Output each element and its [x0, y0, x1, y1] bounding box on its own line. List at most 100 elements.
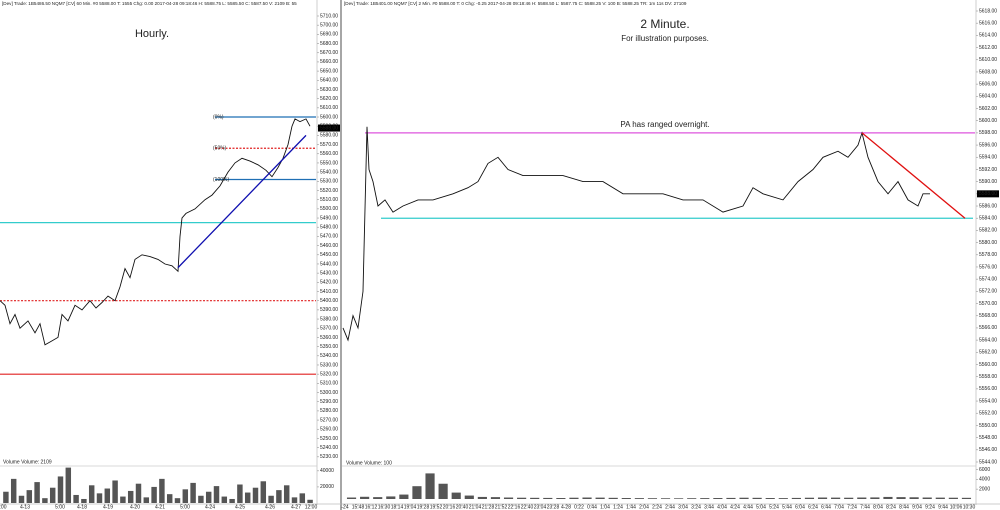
- y-tick-label: 5572.00: [979, 289, 997, 295]
- y-tick-label: 5618.00: [979, 8, 997, 14]
- trendline: [861, 132, 966, 219]
- y-tick-label: 5600.00: [979, 118, 997, 124]
- volume-bar: [190, 482, 196, 503]
- y-tick-label: 5650.00: [320, 68, 338, 74]
- volume-bar: [674, 498, 684, 499]
- x-tick-label: 4-24: [205, 504, 215, 510]
- volume-bar: [307, 499, 313, 503]
- volume-bar: [857, 497, 867, 499]
- y-tick-label: 5410.00: [320, 289, 338, 295]
- volume-bar: [276, 490, 282, 503]
- volume-bar: [726, 497, 736, 499]
- x-tick-label: 10:06: [950, 504, 963, 510]
- y-tick-label: 5400.00: [320, 298, 338, 304]
- volume-bar: [291, 497, 298, 503]
- y-tick-label: 5500.00: [320, 206, 338, 212]
- x-tick-label: 8:24: [886, 504, 896, 510]
- y-tick-label: 5540.00: [320, 169, 338, 175]
- volume-bar: [425, 473, 435, 499]
- volume-bar: [556, 498, 566, 499]
- x-tick-label: 5:24: [769, 504, 779, 510]
- x-tick-label: 19:04: [404, 504, 417, 510]
- y-tick-label: 5380.00: [320, 316, 338, 322]
- volume-bar: [166, 494, 173, 503]
- y-tick-label: 5592.00: [979, 167, 997, 173]
- volume-bar: [687, 498, 697, 499]
- volume-bar: [503, 497, 514, 499]
- chart-title: Hourly.: [135, 28, 169, 40]
- volume-bar: [543, 497, 553, 499]
- volume-bar: [81, 498, 87, 503]
- x-tick-label: 3:04: [678, 504, 688, 510]
- y-tick-label: 5610.00: [979, 57, 997, 63]
- y-tick-label: 5630.00: [320, 87, 338, 93]
- x-tick-label: 4:24: [730, 504, 740, 510]
- y-tick-label: 5576.00: [979, 264, 997, 270]
- chart-header: [Dev] Trade: 1B5401.00 NQM7 [CV] 2 Min. …: [344, 1, 687, 6]
- x-tick-label: 2:04: [639, 504, 649, 510]
- y-tick-label: 5450.00: [320, 252, 338, 258]
- y-tick-label: 5580.00: [320, 133, 338, 139]
- volume-bar: [831, 497, 841, 499]
- y-tick-label: 5690.00: [320, 32, 338, 38]
- x-tick-label: 4-13: [20, 504, 30, 510]
- x-tick-label: 21:04: [469, 504, 482, 510]
- volume-bar: [752, 497, 762, 499]
- volume-bar: [739, 497, 749, 499]
- y-tick-label: 5240.00: [320, 445, 338, 451]
- x-tick-label: 4:04: [717, 504, 727, 510]
- volume-bar: [582, 497, 592, 499]
- x-tick-label: 12:00: [305, 504, 318, 510]
- last-price-box: [977, 190, 999, 198]
- y-tick-label: 5370.00: [320, 326, 338, 332]
- y-tick-label: 5584.00: [979, 216, 997, 222]
- y-tick-label: 5250.00: [320, 436, 338, 442]
- x-tick-label: 1:44: [626, 504, 636, 510]
- volume-bar: [299, 493, 306, 503]
- x-tick-label: 6:44: [821, 504, 831, 510]
- y-tick-label: 5480.00: [320, 225, 338, 231]
- x-tick-label: 6:04: [795, 504, 805, 510]
- y-tick-label: 5260.00: [320, 427, 338, 433]
- y-tick-label: 5280.00: [320, 408, 338, 414]
- x-tick-label: 19:28: [417, 504, 430, 510]
- volume-bar: [844, 497, 854, 499]
- x-tick-label: 9:44: [938, 504, 948, 510]
- y-tick-label: 5578.00: [979, 252, 997, 258]
- y-tick-label: 5560.00: [320, 151, 338, 157]
- y-tick-label: 5460.00: [320, 243, 338, 249]
- volume-bar: [660, 498, 671, 499]
- volume-bar: [360, 496, 370, 499]
- x-tick-label: 9:04: [912, 504, 922, 510]
- volume-bar: [700, 498, 710, 499]
- y-tick-label: 5470.00: [320, 234, 338, 240]
- volume-bar: [18, 495, 25, 503]
- y-tick-label: 5568.00: [979, 313, 997, 319]
- volume-bar: [88, 485, 95, 503]
- y-tick-label: 5602.00: [979, 106, 997, 112]
- y-tick-label: 5600.00: [320, 114, 338, 120]
- trendline: [177, 134, 307, 269]
- y-tick-label: 5420.00: [320, 280, 338, 286]
- volume-bar: [73, 494, 79, 503]
- volume-bar: [26, 490, 33, 503]
- volume-bar: [135, 483, 142, 503]
- volume-bar: [174, 498, 181, 503]
- y-tick-label: 5270.00: [320, 417, 338, 423]
- volume-bar: [961, 497, 972, 499]
- y-tick-label: 5608.00: [979, 69, 997, 75]
- volume-bar: [530, 497, 540, 499]
- volume-bar: [159, 478, 165, 503]
- x-tick-label: 22:40: [521, 504, 534, 510]
- volume-tick-label: 2000: [979, 486, 990, 492]
- y-tick-label: 5606.00: [979, 81, 997, 87]
- annotation: PA has ranged overnight.: [620, 120, 709, 129]
- volume-tick-label: 20000: [320, 484, 334, 490]
- x-tick-label: 7:24: [847, 504, 857, 510]
- x-tick-label: 23:28: [547, 504, 560, 510]
- volume-bar: [104, 488, 111, 503]
- volume-bar: [608, 497, 618, 499]
- x-tick-label: 1:04: [600, 504, 610, 510]
- x-tick-label: 3:24: [691, 504, 701, 510]
